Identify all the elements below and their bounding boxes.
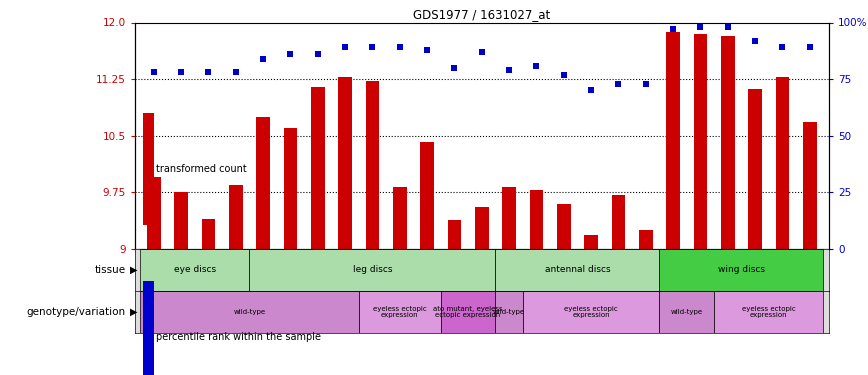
Bar xyxy=(441,291,496,333)
Bar xyxy=(448,220,461,249)
Text: wild-type: wild-type xyxy=(493,309,525,315)
Point xyxy=(611,81,625,87)
Point xyxy=(339,44,352,50)
Point xyxy=(420,46,434,53)
Point xyxy=(475,49,489,55)
Point xyxy=(201,69,215,75)
Bar xyxy=(639,230,653,249)
Bar xyxy=(612,195,625,249)
Bar xyxy=(284,128,297,249)
Point xyxy=(529,63,543,69)
Bar xyxy=(475,207,489,249)
Text: wild-type: wild-type xyxy=(671,309,703,315)
Point xyxy=(584,87,598,93)
Bar xyxy=(393,187,406,249)
Bar xyxy=(147,177,161,249)
Bar xyxy=(420,142,434,249)
Text: tissue: tissue xyxy=(95,265,126,275)
Point xyxy=(393,44,407,50)
Bar xyxy=(523,291,660,333)
Text: transformed count: transformed count xyxy=(156,164,247,174)
Text: ato mutant, eyeless
ectopic expression: ato mutant, eyeless ectopic expression xyxy=(433,306,503,318)
Point xyxy=(448,65,462,71)
Bar xyxy=(660,249,824,291)
Bar xyxy=(496,249,660,291)
Text: ▶: ▶ xyxy=(130,265,138,275)
Bar xyxy=(174,192,187,249)
Text: percentile rank within the sample: percentile rank within the sample xyxy=(156,333,321,342)
Bar xyxy=(748,89,762,249)
Text: ▶: ▶ xyxy=(130,307,138,317)
Bar xyxy=(776,77,789,249)
Bar xyxy=(714,291,824,333)
Point xyxy=(311,51,325,57)
Bar xyxy=(365,81,379,249)
Bar xyxy=(496,291,523,333)
Text: eyeless ectopic
expression: eyeless ectopic expression xyxy=(564,306,618,318)
Point xyxy=(775,44,789,50)
Bar xyxy=(140,291,358,333)
Title: GDS1977 / 1631027_at: GDS1977 / 1631027_at xyxy=(413,8,550,21)
Bar xyxy=(803,122,817,249)
Bar xyxy=(339,77,352,249)
Bar xyxy=(660,291,714,333)
Bar xyxy=(584,236,598,249)
Point xyxy=(256,56,270,62)
Bar xyxy=(529,190,543,249)
Text: eyeless ectopic
expression: eyeless ectopic expression xyxy=(742,306,796,318)
Bar xyxy=(694,34,707,249)
Bar xyxy=(557,204,570,249)
Bar xyxy=(667,32,680,249)
Point xyxy=(748,38,762,44)
Point xyxy=(639,81,653,87)
Bar xyxy=(503,187,516,249)
Bar xyxy=(721,36,734,249)
Text: wild-type: wild-type xyxy=(233,309,266,315)
Bar xyxy=(358,291,441,333)
Text: genotype/variation: genotype/variation xyxy=(27,307,126,317)
Bar xyxy=(229,185,242,249)
Point xyxy=(720,24,734,30)
Point xyxy=(229,69,243,75)
Point xyxy=(147,69,161,75)
Text: wing discs: wing discs xyxy=(718,266,765,274)
Bar xyxy=(140,249,249,291)
Point xyxy=(666,26,680,32)
Point xyxy=(694,24,707,30)
Point xyxy=(365,44,379,50)
Bar xyxy=(201,219,215,249)
Text: antennal discs: antennal discs xyxy=(544,266,610,274)
Bar xyxy=(256,117,270,249)
Point xyxy=(502,67,516,73)
Text: leg discs: leg discs xyxy=(352,266,392,274)
Point xyxy=(284,51,298,57)
Point xyxy=(803,44,817,50)
Text: eye discs: eye discs xyxy=(174,266,216,274)
Point xyxy=(174,69,188,75)
Text: eyeless ectopic
expression: eyeless ectopic expression xyxy=(373,306,426,318)
Point xyxy=(556,72,570,78)
Bar xyxy=(311,87,325,249)
Bar xyxy=(249,249,496,291)
